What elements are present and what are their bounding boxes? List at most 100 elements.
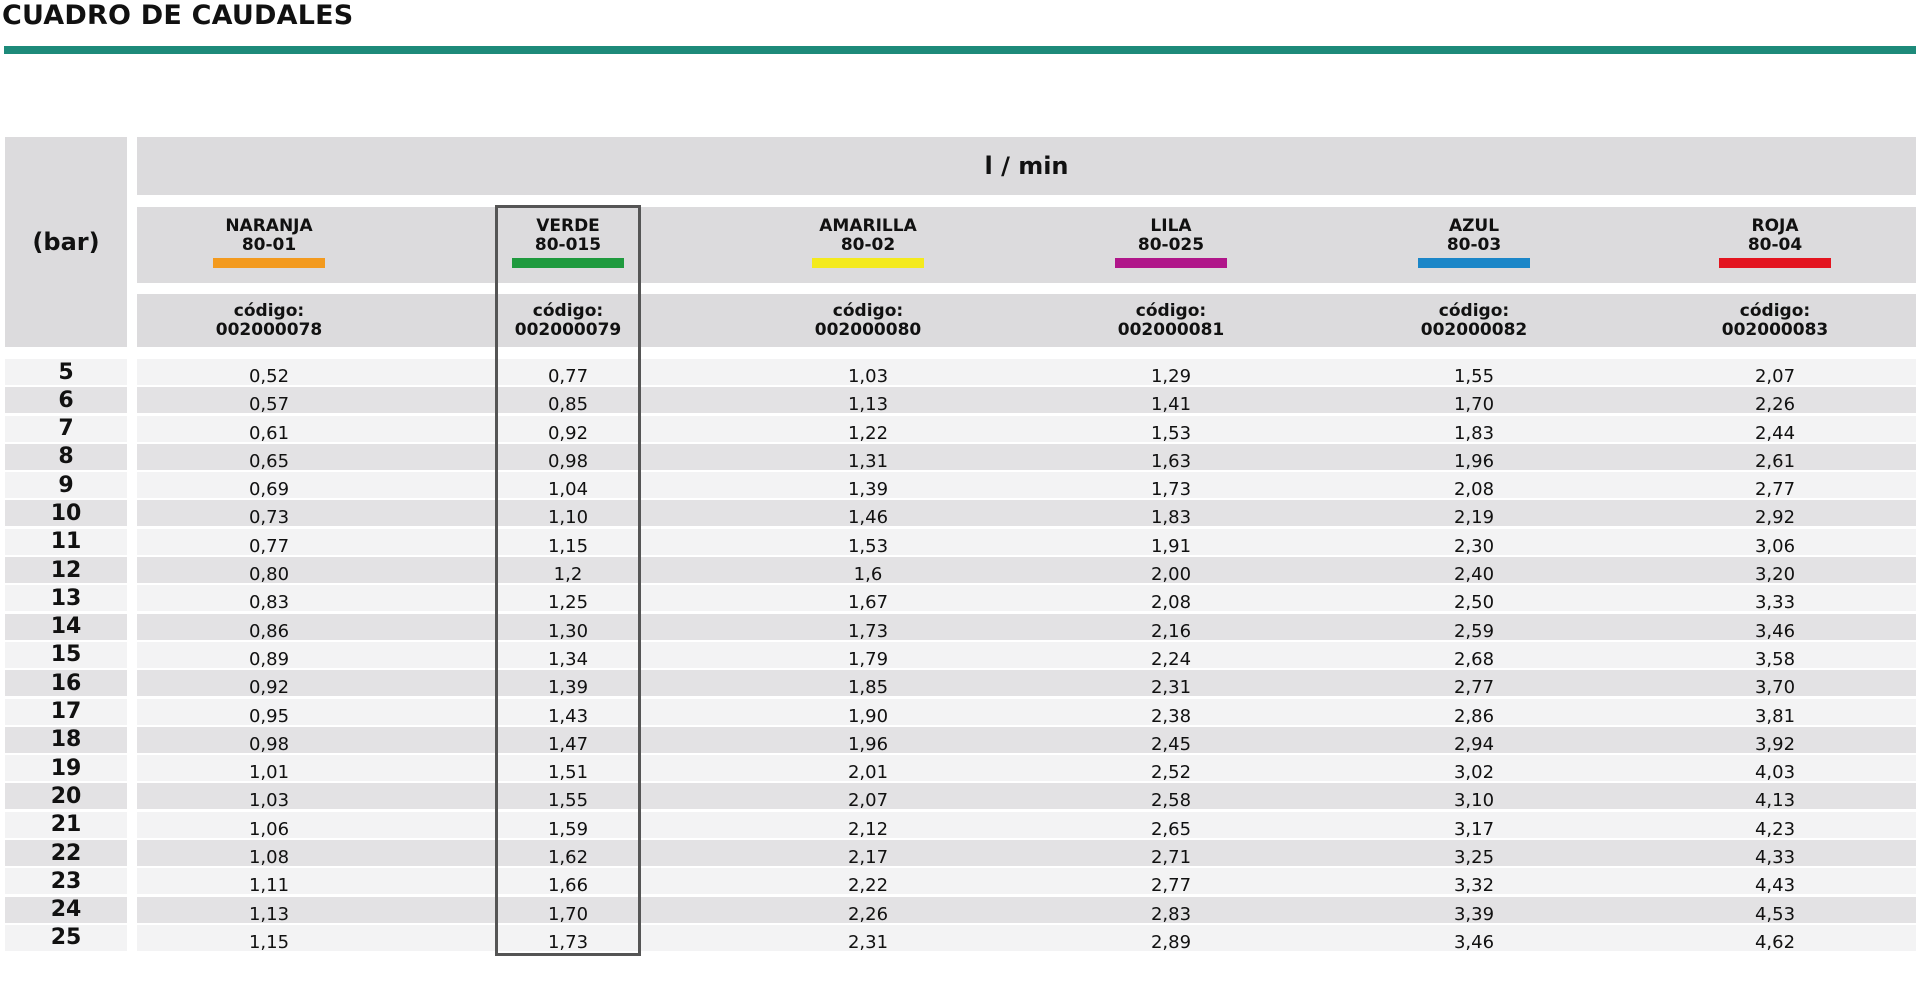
table-row: 12 0,80 1,2 1,6 2,00 2,40 3,20 <box>5 556 1916 586</box>
row-band: 0,86 1,30 1,73 2,16 2,59 3,46 <box>137 613 1916 642</box>
flow-value: 0,80 <box>248 564 290 586</box>
flow-value: 1,90 <box>847 705 889 727</box>
table-row: 15 0,89 1,34 1,79 2,24 2,68 3,58 <box>5 641 1916 670</box>
nozzle-model: 80-02 <box>840 235 896 255</box>
flow-value: 0,83 <box>248 592 290 614</box>
flow-value: 1,63 <box>1150 450 1192 472</box>
code-label: código: <box>832 301 904 321</box>
pressure-value: 22 <box>5 840 127 867</box>
pressure-value: 20 <box>5 783 127 810</box>
flow-value: 0,52 <box>248 366 290 387</box>
flow-value: 0,77 <box>547 366 589 387</box>
flow-value: 2,77 <box>1754 479 1796 501</box>
nozzle-name: NARANJA <box>225 216 313 236</box>
nozzle-color-swatch <box>1115 258 1227 268</box>
row-band: 0,80 1,2 1,6 2,00 2,40 3,20 <box>137 557 1916 586</box>
flow-value: 2,26 <box>1754 394 1796 416</box>
pressure-value: 19 <box>5 755 127 782</box>
flow-value: 3,17 <box>1453 818 1495 840</box>
row-band: 0,69 1,04 1,39 1,73 2,08 2,77 <box>137 472 1916 501</box>
table-row: 21 1,06 1,59 2,12 2,65 3,17 4,23 <box>5 811 1916 840</box>
table-row: 13 0,83 1,25 1,67 2,08 2,50 3,33 <box>5 584 1916 614</box>
table-row: 16 0,92 1,39 1,85 2,31 2,77 3,70 <box>5 669 1916 699</box>
pressure-value: 23 <box>5 868 127 895</box>
table-row: 17 0,95 1,43 1,90 2,38 2,86 3,81 <box>5 698 1916 727</box>
flow-value: 2,19 <box>1453 507 1495 529</box>
pressure-value: 5 <box>5 359 127 385</box>
table-row: 19 1,01 1,51 2,01 2,52 3,02 4,03 <box>5 754 1916 784</box>
flow-value: 0,57 <box>248 394 290 416</box>
flow-value: 1,55 <box>1453 366 1495 387</box>
row-band: 1,08 1,62 2,17 2,71 3,25 4,33 <box>137 840 1916 869</box>
flow-value: 1,34 <box>547 648 589 670</box>
table-row: 11 0,77 1,15 1,53 1,91 2,30 3,06 <box>5 528 1916 557</box>
flow-value: 0,69 <box>248 479 290 501</box>
flow-value: 1,03 <box>847 366 889 387</box>
row-band: 0,83 1,25 1,67 2,08 2,50 3,33 <box>137 585 1916 614</box>
flow-value: 3,46 <box>1453 931 1495 953</box>
row-band: 0,98 1,47 1,96 2,45 2,94 3,92 <box>137 726 1916 755</box>
pressure-value: 15 <box>5 641 127 668</box>
flow-value: 0,92 <box>248 677 290 699</box>
highlighted-column-frame <box>495 205 641 956</box>
flow-value: 1,62 <box>547 847 589 869</box>
code-label: código: <box>233 301 305 321</box>
row-band: 0,52 0,77 1,03 1,29 1,55 2,07 <box>137 359 1916 387</box>
nozzle-color-swatch <box>1719 258 1831 268</box>
flow-value: 0,98 <box>547 450 589 472</box>
table-row: 9 0,69 1,04 1,39 1,73 2,08 2,77 <box>5 471 1916 501</box>
code-number: 002000078 <box>215 320 323 340</box>
flow-value: 1,11 <box>248 875 290 897</box>
pressure-value: 21 <box>5 811 127 838</box>
code-header-row: código: 002000078 código: 002000079 código: 0… <box>137 294 1916 347</box>
table-row: 20 1,03 1,55 2,07 2,58 3,10 4,13 <box>5 782 1916 812</box>
flow-value: 3,92 <box>1754 733 1796 755</box>
flow-value: 2,07 <box>1754 366 1796 387</box>
flow-value: 3,32 <box>1453 875 1495 897</box>
flow-value: 1,25 <box>547 592 589 614</box>
nozzle-code-lila: código: 002000081 <box>1071 294 1271 347</box>
row-band: 0,77 1,15 1,53 1,91 2,30 3,06 <box>137 528 1916 557</box>
flow-value: 4,53 <box>1754 903 1796 925</box>
nozzle-header-naranja: NARANJA 80-01 <box>189 207 349 283</box>
flow-value: 2,24 <box>1150 648 1192 670</box>
flow-value: 1,83 <box>1453 422 1495 444</box>
code-number: 002000080 <box>814 320 922 340</box>
table-row: 22 1,08 1,62 2,17 2,71 3,25 4,33 <box>5 839 1916 869</box>
nozzle-code-roja: código: 002000083 <box>1675 294 1875 347</box>
nozzle-model: 80-01 <box>241 235 297 255</box>
nozzle-color-swatch <box>512 258 624 268</box>
flow-value: 1,55 <box>547 790 589 812</box>
flow-value: 3,39 <box>1453 903 1495 925</box>
flow-value: 2,65 <box>1150 818 1192 840</box>
nozzle-code-naranja: código: 002000078 <box>169 294 369 347</box>
row-band: 1,01 1,51 2,01 2,52 3,02 4,03 <box>137 755 1916 784</box>
flow-value: 1,31 <box>847 450 889 472</box>
row-band: 0,57 0,85 1,13 1,41 1,70 2,26 <box>137 387 1916 416</box>
title-divider <box>4 46 1916 54</box>
pressure-value: 17 <box>5 698 127 725</box>
flow-value: 0,89 <box>248 648 290 670</box>
flow-value: 1,03 <box>248 790 290 812</box>
flow-value: 3,70 <box>1754 677 1796 699</box>
flow-value: 2,16 <box>1150 620 1192 642</box>
flow-value: 1,04 <box>547 479 589 501</box>
flow-value: 1,6 <box>853 564 883 586</box>
flow-value: 0,92 <box>547 422 589 444</box>
flow-value: 0,77 <box>248 535 290 557</box>
nozzle-color-swatch <box>213 258 325 268</box>
flow-value: 2,71 <box>1150 847 1192 869</box>
pressure-value: 25 <box>5 924 127 951</box>
flow-value: 1,53 <box>1150 422 1192 444</box>
table-row: 8 0,65 0,98 1,31 1,63 1,96 2,61 <box>5 443 1916 472</box>
flow-value: 1,47 <box>547 733 589 755</box>
flow-value: 2,58 <box>1150 790 1192 812</box>
row-band: 0,89 1,34 1,79 2,24 2,68 3,58 <box>137 641 1916 670</box>
flow-value: 1,29 <box>1150 366 1192 387</box>
flow-value: 2,50 <box>1453 592 1495 614</box>
code-number: 002000083 <box>1721 320 1829 340</box>
flow-value: 2,40 <box>1453 564 1495 586</box>
flow-value: 3,02 <box>1453 762 1495 784</box>
flow-value: 2,22 <box>847 875 889 897</box>
nozzle-header-amarilla: AMARILLA 80-02 <box>788 207 948 283</box>
